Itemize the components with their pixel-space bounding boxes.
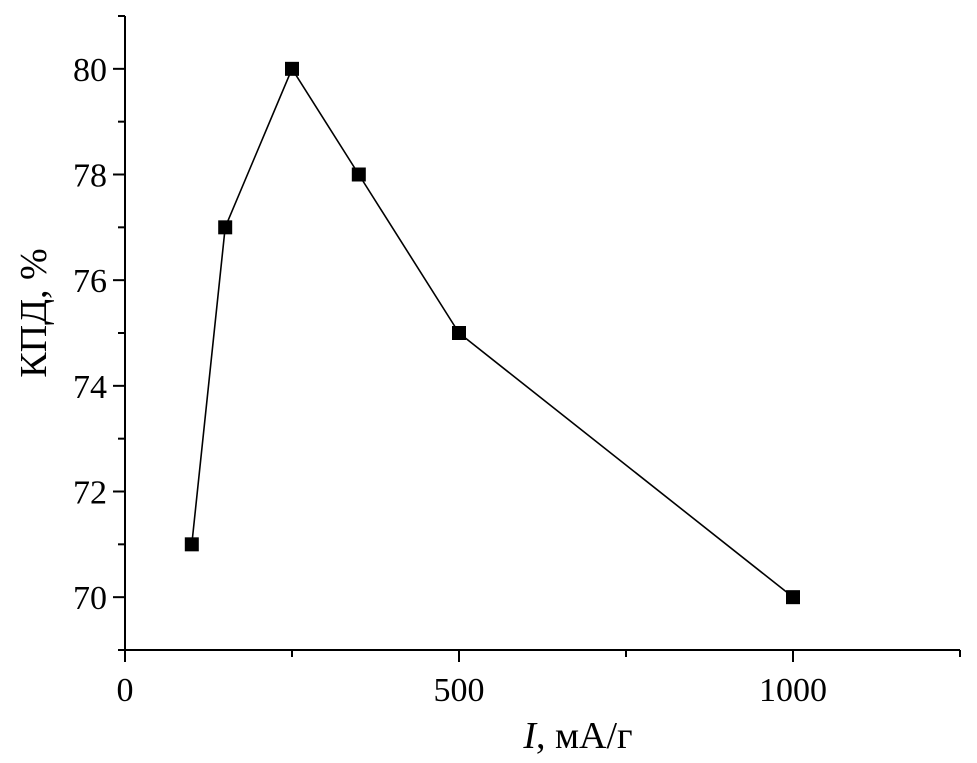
y-tick-label: 70 <box>73 580 107 617</box>
x-tick-label: 500 <box>434 672 485 709</box>
y-tick-label: 78 <box>73 158 107 195</box>
x-axis-ticks: 0 500 1000 <box>117 650 961 709</box>
series-line <box>191 67 794 598</box>
x-axis-title-variable: I <box>522 715 538 757</box>
data-point <box>351 167 366 182</box>
y-axis-ticks: 70 72 74 76 78 80 <box>73 15 125 651</box>
y-tick-label: 74 <box>73 369 107 406</box>
x-tick-label: 1000 <box>759 672 827 709</box>
x-axis-title-unit: , мА/г <box>536 715 633 757</box>
y-tick-label: 76 <box>73 263 107 300</box>
x-tick-label: 0 <box>117 672 134 709</box>
data-point <box>452 326 466 340</box>
x-axis-title: I, мА/г <box>522 715 632 757</box>
y-axis-title: КПД, % <box>13 248 55 377</box>
data-point <box>786 590 800 605</box>
data-point <box>218 220 233 235</box>
data-point <box>184 537 199 552</box>
plot-area: 0 500 1000 70 72 74 76 78 80 <box>73 15 961 709</box>
y-tick-label: 72 <box>73 475 107 512</box>
series-group <box>184 61 800 605</box>
y-tick-label: 80 <box>73 52 107 89</box>
data-point <box>285 61 299 76</box>
